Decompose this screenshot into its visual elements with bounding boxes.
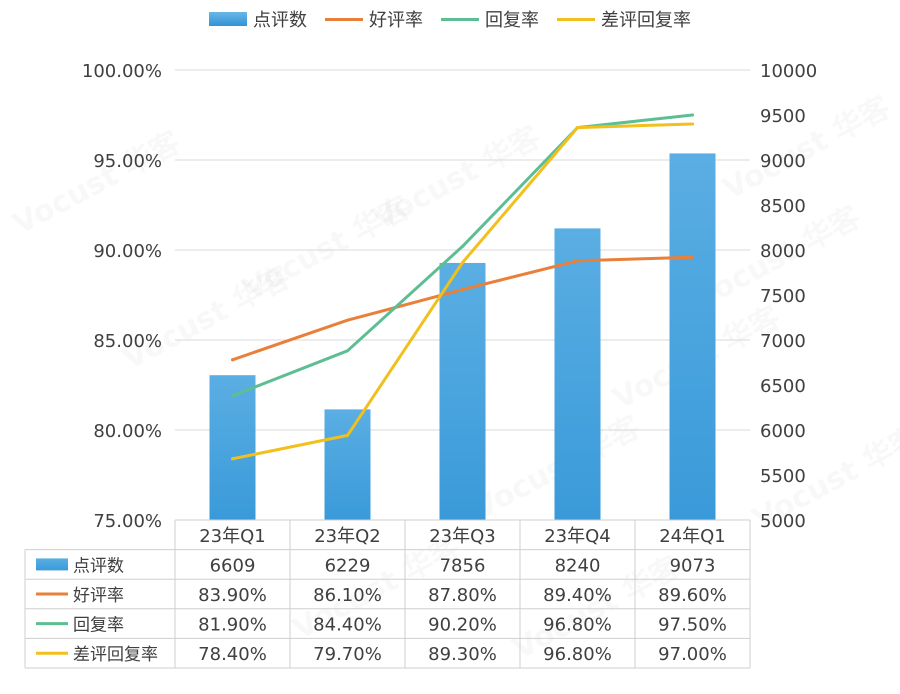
right-axis-tick-label: 8500 bbox=[760, 196, 806, 217]
table-cell-value: 90.20% bbox=[428, 615, 497, 636]
table-cell-value: 87.80% bbox=[428, 585, 497, 606]
right-axis-tick-label: 5500 bbox=[760, 466, 806, 487]
table-cell-value: 6229 bbox=[325, 555, 371, 576]
left-axis-tick-label: 80.00% bbox=[93, 421, 162, 442]
legend-item: 点评数 bbox=[209, 6, 307, 32]
line-point bbox=[231, 457, 234, 461]
bar-4 bbox=[554, 228, 601, 520]
bar-5 bbox=[669, 153, 716, 520]
legend-item: 好评率 bbox=[325, 6, 423, 32]
left-axis-tick-label: 95.00% bbox=[93, 151, 162, 172]
line-point bbox=[346, 349, 349, 353]
legend-label: 回复率 bbox=[485, 10, 539, 31]
line-point bbox=[461, 244, 464, 248]
line-point bbox=[231, 358, 234, 362]
legend-swatch bbox=[209, 12, 247, 26]
table-cell-value: 79.70% bbox=[313, 644, 382, 665]
line-point bbox=[691, 255, 694, 259]
right-axis-tick-label: 7500 bbox=[760, 286, 806, 307]
table-cell-value: 7856 bbox=[440, 555, 486, 576]
category-label: 23年Q3 bbox=[429, 526, 496, 547]
category-label: 24年Q1 bbox=[659, 526, 726, 547]
table-cell-value: 89.30% bbox=[428, 644, 497, 665]
watermark-text: Vocust 华客 bbox=[367, 120, 546, 237]
left-axis-tick-label: 90.00% bbox=[93, 241, 162, 262]
table-cell-value: 83.90% bbox=[198, 585, 267, 606]
category-label: 23年Q2 bbox=[314, 526, 381, 547]
line-point bbox=[231, 394, 234, 398]
table-cell-value: 97.50% bbox=[658, 615, 727, 636]
legend-item: 回复率 bbox=[441, 6, 539, 32]
line-point bbox=[691, 113, 694, 117]
table-cell-value: 86.10% bbox=[313, 585, 382, 606]
line-point bbox=[576, 126, 579, 130]
table-cell-value: 9073 bbox=[670, 555, 716, 576]
table-cell-value: 96.80% bbox=[543, 644, 612, 665]
table-cell-value: 81.90% bbox=[198, 615, 267, 636]
table-cell-value: 97.00% bbox=[658, 644, 727, 665]
legend-swatch bbox=[441, 17, 479, 21]
legend-swatch bbox=[325, 17, 363, 21]
right-axis-tick-label: 6500 bbox=[760, 376, 806, 397]
right-axis-tick-label: 8000 bbox=[760, 241, 806, 262]
line-point bbox=[461, 261, 464, 265]
bar-2 bbox=[324, 409, 371, 520]
right-axis-tick-label: 10000 bbox=[760, 61, 817, 82]
right-axis-tick-label: 6000 bbox=[760, 421, 806, 442]
table-cell-value: 6609 bbox=[210, 555, 256, 576]
table-series-name: 好评率 bbox=[73, 586, 124, 606]
chart-legend: 点评数 好评率 回复率 差评回复率 bbox=[0, 6, 900, 32]
bar-3 bbox=[439, 262, 486, 520]
category-label: 23年Q1 bbox=[199, 526, 266, 547]
line-point bbox=[576, 259, 579, 263]
watermark-text: Vocust 华客 bbox=[7, 125, 186, 242]
table-cell-value: 96.80% bbox=[543, 615, 612, 636]
table-cell-value: 78.40% bbox=[198, 644, 267, 665]
legend-item: 差评回复率 bbox=[557, 6, 691, 32]
right-axis-tick-label: 9500 bbox=[760, 106, 806, 127]
legend-swatch bbox=[557, 17, 595, 21]
watermark-text: Vocust 华客 bbox=[717, 90, 896, 207]
table-cell-value: 89.60% bbox=[658, 585, 727, 606]
bar-1 bbox=[209, 375, 256, 520]
table-key-bar bbox=[36, 558, 68, 571]
legend-label: 差评回复率 bbox=[601, 10, 691, 31]
right-axis-tick-label: 5000 bbox=[760, 511, 806, 532]
table-series-name: 点评数 bbox=[73, 556, 124, 576]
left-axis-tick-label: 85.00% bbox=[93, 331, 162, 352]
line-point bbox=[346, 433, 349, 437]
category-label: 23年Q4 bbox=[544, 526, 611, 547]
left-axis-tick-label: 75.00% bbox=[93, 511, 162, 532]
table-series-name: 回复率 bbox=[73, 616, 124, 636]
right-axis-tick-label: 7000 bbox=[760, 331, 806, 352]
legend-label: 点评数 bbox=[253, 10, 307, 31]
table-cell-value: 89.40% bbox=[543, 585, 612, 606]
table-cell-value: 8240 bbox=[555, 555, 601, 576]
legend-label: 好评率 bbox=[369, 10, 423, 31]
line-point bbox=[461, 288, 464, 292]
right-axis-tick-label: 9000 bbox=[760, 151, 806, 172]
left-axis-tick-label: 100.00% bbox=[82, 61, 162, 82]
line-point bbox=[691, 122, 694, 126]
table-cell-value: 84.40% bbox=[313, 615, 382, 636]
table-series-name: 差评回复率 bbox=[73, 645, 158, 665]
line-point bbox=[346, 318, 349, 322]
